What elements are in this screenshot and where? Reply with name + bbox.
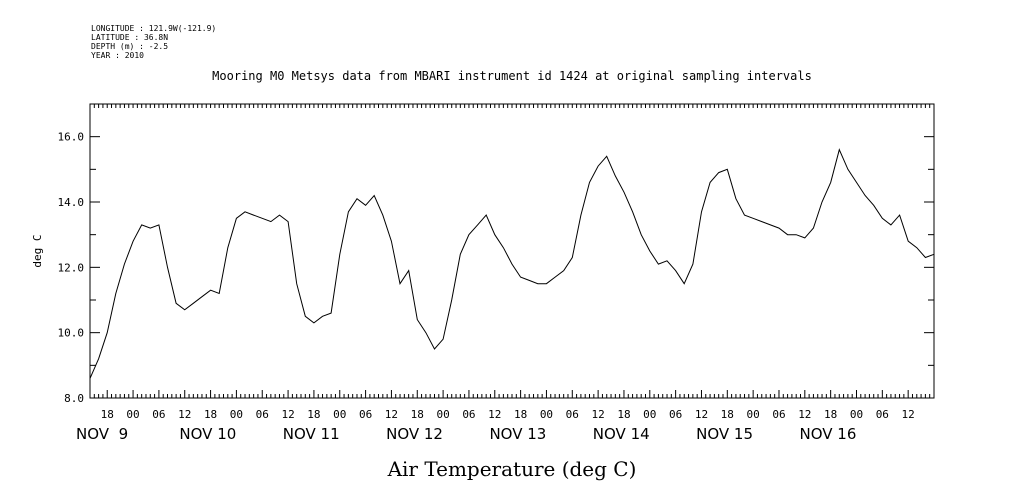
y-tick-label: 10.0 [58, 327, 85, 340]
x-day-label: NOV 10 [179, 425, 236, 443]
x-hour-tick-label: 00 [126, 408, 139, 421]
x-hour-tick-label: 12 [488, 408, 501, 421]
y-tick-label: 14.0 [58, 196, 85, 209]
x-hour-tick-label: 12 [178, 408, 191, 421]
y-axis-label: deg C [31, 234, 44, 267]
x-day-label: NOV 15 [696, 425, 753, 443]
x-hour-tick-label: 18 [101, 408, 114, 421]
x-hour-tick-label: 06 [669, 408, 682, 421]
x-hour-tick-label: 06 [256, 408, 269, 421]
plot-frame [89, 103, 935, 399]
x-hour-tick-label: 12 [798, 408, 811, 421]
x-hour-tick-label: 06 [876, 408, 889, 421]
y-tick-label: 12.0 [58, 261, 85, 274]
y-tick-label: 8.0 [64, 392, 84, 405]
metadata-line: LONGITUDE : 121.9W(-121.9) [91, 24, 216, 33]
x-axis: 18 00 06 12 18 00 06 12 18 00 06 12 18 00 06 12 18 00 06 12… [76, 104, 935, 443]
x-hour-tick-label: 06 [359, 408, 372, 421]
x-hour-tick-label: 18 [411, 408, 424, 421]
metadata-line: YEAR : 2010 [91, 51, 144, 60]
x-hour-tick-label: 12 [695, 408, 708, 421]
x-hour-tick-label: 18 [514, 408, 527, 421]
metadata-block: LONGITUDE : 121.9W(-121.9)LATITUDE : 36.… [91, 24, 216, 60]
x-hour-tick-label: 06 [152, 408, 165, 421]
x-hour-tick-label: 12 [385, 408, 398, 421]
series-line [89, 148, 935, 379]
x-hour-tick-label: 18 [307, 408, 320, 421]
x-day-label: NOV 9 [76, 425, 128, 443]
x-hour-tick-label: 00 [436, 408, 449, 421]
x-hour-tick-label: 06 [566, 408, 579, 421]
chart-title: Mooring M0 Metsys data from MBARI instru… [212, 69, 812, 83]
x-day-label: NOV 11 [283, 425, 340, 443]
x-axis-label: Air Temperature (deg C) [387, 457, 637, 481]
x-hour-tick-label: 18 [721, 408, 734, 421]
x-day-label: NOV 13 [489, 425, 546, 443]
y-tick-label: 16.0 [58, 131, 85, 144]
x-day-label: NOV 12 [386, 425, 443, 443]
x-hour-tick-label: 12 [281, 408, 294, 421]
x-day-label: NOV 14 [593, 425, 650, 443]
metadata-line: LATITUDE : 36.8N [91, 33, 168, 42]
x-hour-tick-label: 00 [850, 408, 863, 421]
x-hour-tick-label: 12 [902, 408, 915, 421]
x-hour-tick-label: 18 [204, 408, 217, 421]
x-hour-tick-label: 06 [462, 408, 475, 421]
x-day-label: NOV 16 [799, 425, 856, 443]
series-group [89, 148, 935, 379]
y-axis: 8.0 10.0 12.0 14.0 16.0 [58, 103, 934, 405]
x-hour-tick-label: 06 [772, 408, 785, 421]
x-hour-tick-label: 00 [643, 408, 656, 421]
x-hour-tick-label: 18 [617, 408, 630, 421]
x-hour-tick-label: 12 [591, 408, 604, 421]
x-hour-tick-label: 18 [824, 408, 837, 421]
plot-border [89, 103, 935, 399]
x-hour-tick-label: 00 [333, 408, 346, 421]
x-hour-tick-label: 00 [230, 408, 243, 421]
x-hour-tick-label: 00 [540, 408, 553, 421]
x-hour-tick-label: 00 [747, 408, 760, 421]
metadata-line: DEPTH (m) : -2.5 [91, 42, 168, 51]
